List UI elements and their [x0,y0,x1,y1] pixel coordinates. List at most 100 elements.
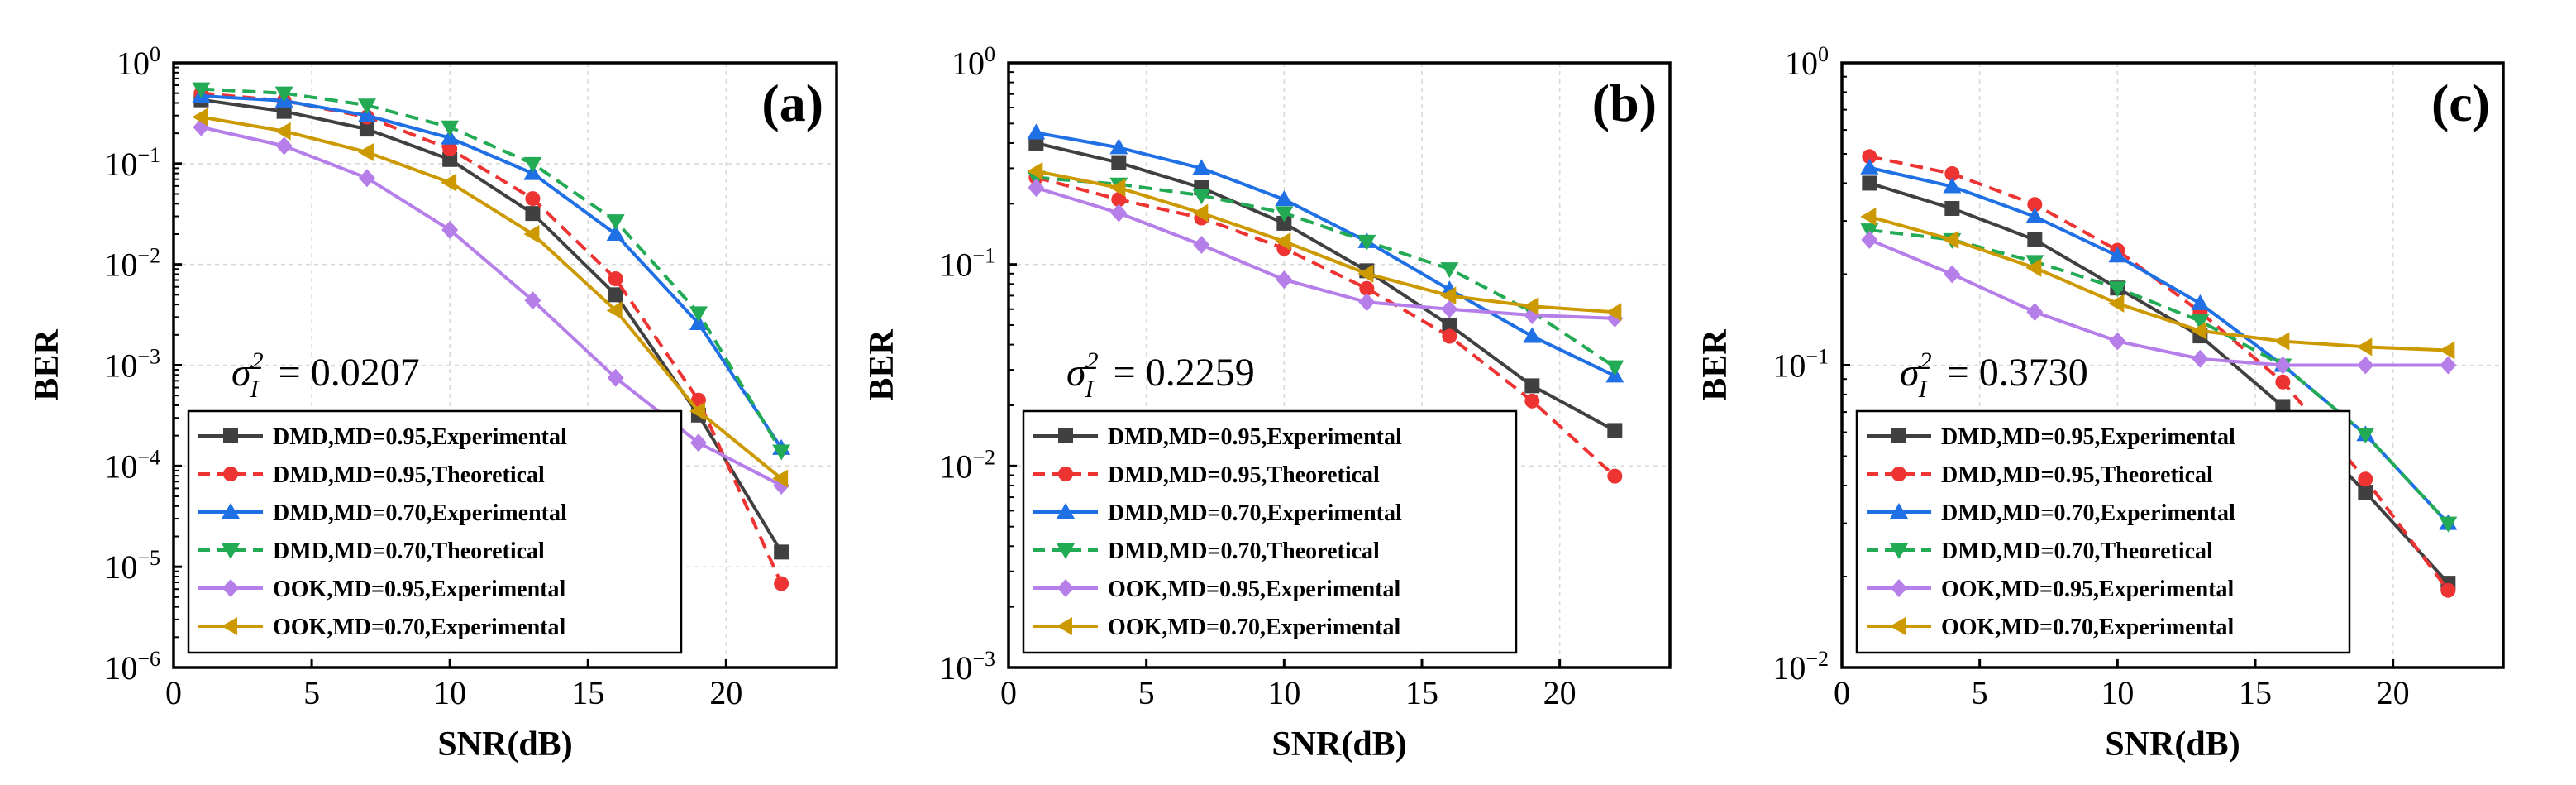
data-point [2439,341,2455,360]
panel-c: 0 5 10 15 20 100 10−1 10−2 SNR(dB) BER (c) σ2 I = 0.… [1696,42,2505,763]
data-point [1440,286,1457,305]
data-point [2026,303,2044,322]
legend-entry: DMD,MD=0.70,Theoretical [1033,538,1380,564]
data-point [525,206,541,222]
legend-marker [1890,503,1908,519]
x-tick-label: 5 [303,674,320,711]
data-point [1862,175,1877,191]
x-tick-label: 15 [2239,674,2272,711]
x-tick-label: 10 [1267,674,1300,711]
legend-marker [222,579,239,597]
data-point [1110,203,1128,223]
data-point [2192,349,2209,368]
x-tick-label: 0 [1834,674,1850,711]
data-point [1275,232,1291,251]
legend-label: DMD,MD=0.95,Experimental [1108,424,1402,450]
data-point [2440,582,2456,598]
data-point [357,98,376,115]
legend-entry: DMD,MD=0.70,Theoretical [1867,538,2213,564]
data-point [1523,297,1539,316]
data-point [1944,265,1961,284]
data-point [689,402,705,421]
series-line [1869,228,2450,524]
y-tick-label: 100 [1785,42,1829,82]
data-point [2191,314,2210,331]
legend-box [1855,409,2351,654]
data-point [2439,516,2458,533]
legend: DMD,MD=0.95,Experimental DMD,MD=0.95,Theo… [1855,409,2351,654]
data-point [2027,232,2043,247]
legend-marker [223,467,238,481]
data-point [2108,247,2127,263]
data-point [2274,356,2292,375]
panel-b: 0 5 10 15 20 100 10−1 10−2 10−3 SNR(dB) BER (b) σ2 I … [863,42,1672,763]
legend-entry: OOK,MD=0.70,Experimental [198,615,565,640]
series-line [1035,170,1615,314]
series-line [1035,186,1615,320]
legend-label: OOK,MD=0.95,Experimental [1941,577,2234,602]
legend-marker [1057,617,1072,635]
legend-entry: DMD,MD=0.70,Experimental [1033,500,1402,526]
legend-marker [1891,428,1906,443]
y-tick-label: 10−6 [104,647,160,687]
y-tick-label: 10−1 [104,143,160,183]
variance-annotation: σ2 I = 0.2259 [1066,347,1255,403]
legend-entry: DMD,MD=0.70,Experimental [1867,500,2235,526]
data-point [1192,203,1209,223]
data-point [276,103,292,119]
panel-label: (b) [1592,74,1657,132]
legend-entry: DMD,MD=0.70,Experimental [198,500,567,526]
legend-label: DMD,MD=0.70,Experimental [1108,500,1402,526]
data-point [1275,190,1294,207]
data-point [1862,149,1877,165]
legend: DMD,MD=0.95,Experimental DMD,MD=0.95,Theo… [1022,409,1518,654]
legend-box [187,409,683,654]
data-point [1192,189,1211,205]
data-point [274,122,291,141]
data-point [1523,327,1542,343]
y-tick-label: 10−1 [939,244,995,284]
data-point [1943,230,1959,249]
legend-box [1022,409,1518,654]
legend-entry: OOK,MD=0.70,Experimental [1867,615,2234,640]
x-tick-label: 20 [709,674,742,711]
data-point [442,141,458,157]
data-point [2191,321,2207,340]
legend-label: DMD,MD=0.95,Theoretical [273,462,545,488]
series-5 [1861,230,2457,375]
data-point [1605,303,1622,322]
legend-entry: OOK,MD=0.95,Experimental [198,577,565,602]
data-point [2356,337,2373,357]
legend-label: OOK,MD=0.70,Experimental [273,615,565,640]
legend-marker [1058,428,1073,443]
data-point [1358,293,1376,312]
legend-entry: OOK,MD=0.70,Experimental [1033,615,1400,640]
data-point [359,122,374,137]
data-point [1861,230,1878,249]
y-tick-label: 10−3 [939,647,995,687]
legend-label: DMD,MD=0.95,Experimental [273,424,567,450]
data-point [1943,177,1962,194]
series-line [1868,181,2450,585]
variance-annotation: σ2 I = 0.3730 [1900,347,2088,403]
data-point [441,220,459,239]
data-point [1442,318,1457,333]
legend-label: DMD,MD=0.70,Theoretical [273,538,545,564]
legend-marker [1057,543,1075,559]
x-tick-label: 5 [1138,674,1155,711]
legend-label: OOK,MD=0.95,Experimental [273,577,565,602]
data-point [523,156,542,173]
data-point [1524,393,1540,409]
x-tick-label: 15 [571,674,604,711]
data-point [772,444,791,461]
data-point [1275,206,1294,223]
legend-entry: DMD,MD=0.70,Theoretical [198,538,545,564]
data-point [2440,356,2457,375]
data-point [1944,165,1960,181]
data-point [357,142,374,161]
x-tick-label: 0 [165,674,182,711]
data-point [606,214,625,231]
data-point [1860,158,1879,175]
legend-marker [222,543,240,559]
